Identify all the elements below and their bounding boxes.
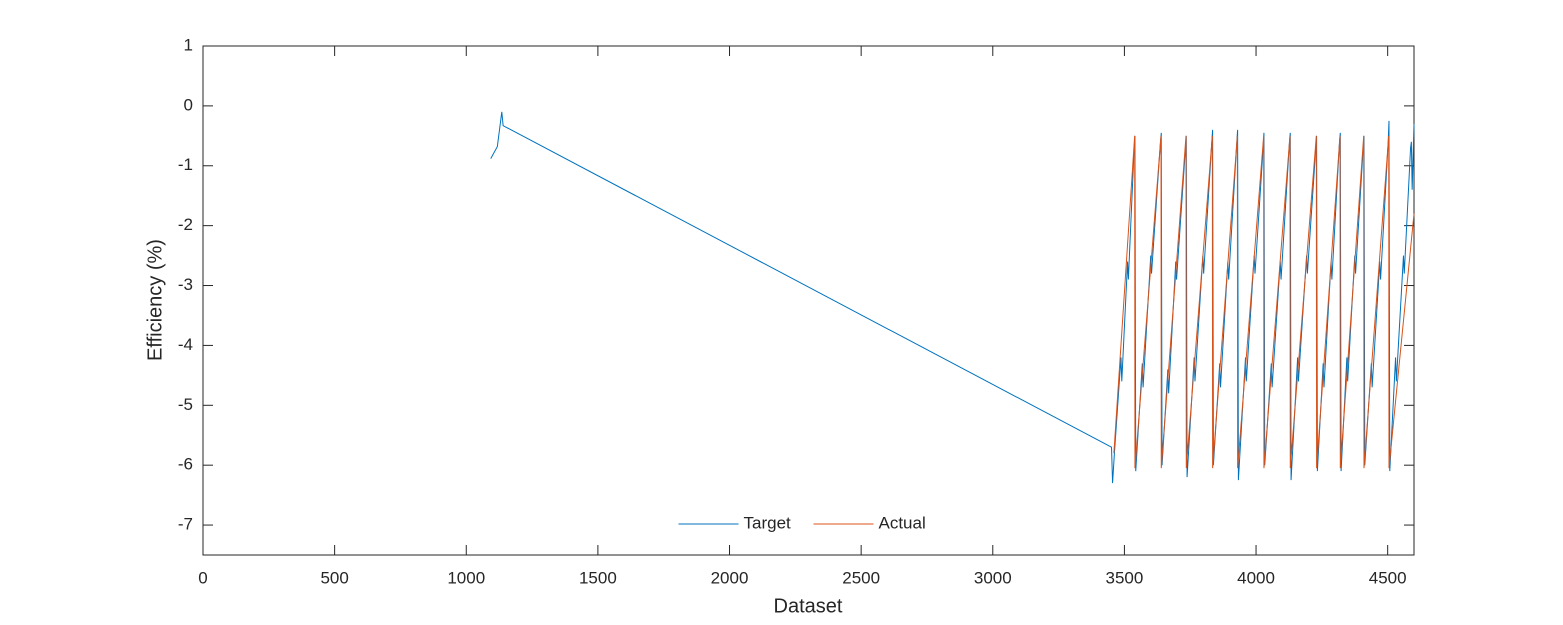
x-tick-label: 4500 [1369, 568, 1407, 587]
plot-area [202, 45, 1415, 556]
y-tick-label: -2 [178, 215, 193, 234]
y-tick-label: -3 [178, 275, 193, 294]
x-tick-label: 3000 [974, 568, 1012, 587]
x-tick-label: 0 [198, 568, 207, 587]
y-tick-label: 0 [184, 95, 193, 114]
y-tick-label: -6 [178, 455, 193, 474]
x-tick-label: 2500 [842, 568, 880, 587]
y-tick-label: 1 [184, 35, 193, 54]
line-series [1113, 135, 1415, 469]
x-tick-label: 1500 [579, 568, 617, 587]
y-tick-label: -1 [178, 155, 193, 174]
x-axis-label: Dataset [774, 595, 843, 617]
x-tick-label: 3500 [1105, 568, 1143, 587]
line-series [490, 111, 1415, 484]
legend-label: Actual [879, 513, 926, 532]
y-tick-label: -5 [178, 395, 193, 414]
y-tick-label: -4 [178, 335, 193, 354]
x-tick-label: 4000 [1237, 568, 1275, 587]
x-tick-label: 500 [320, 568, 348, 587]
x-tick-label: 1000 [447, 568, 485, 587]
y-axis-label: Efficiency (%) [144, 239, 166, 361]
y-tick-label: -7 [178, 515, 193, 534]
x-tick-label: 2000 [711, 568, 749, 587]
legend-label: Target [744, 513, 792, 532]
